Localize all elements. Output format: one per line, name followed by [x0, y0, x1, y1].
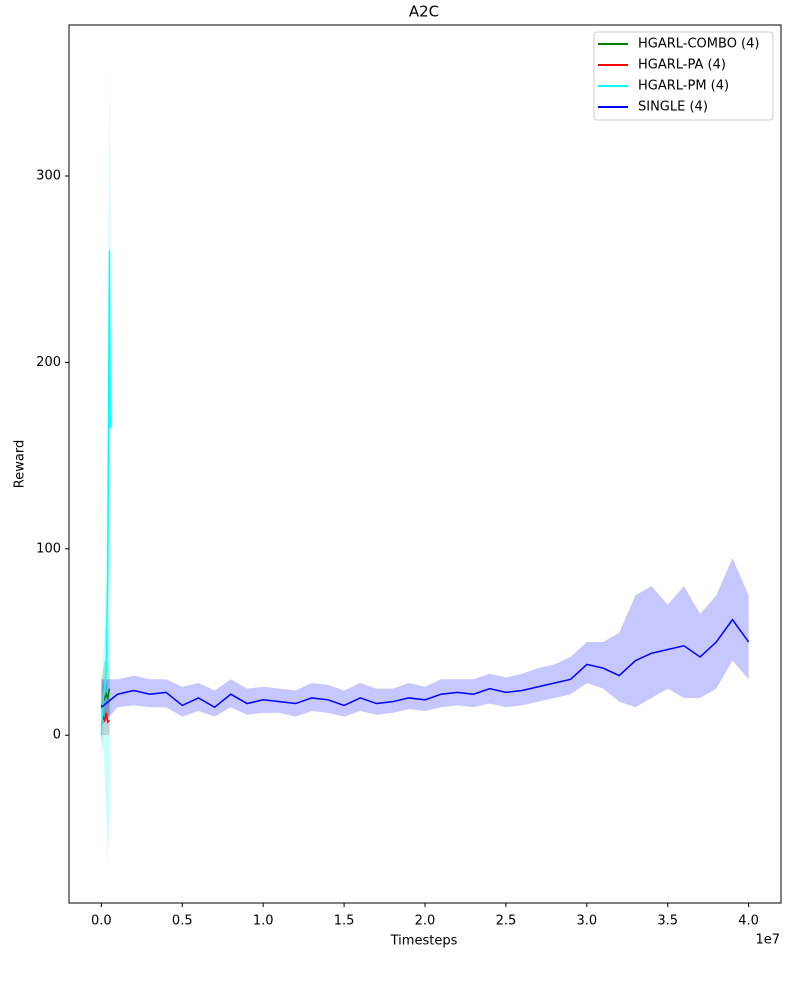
- legend-label: HGARL-COMBO (4): [638, 37, 759, 52]
- legend-label: HGARL-PA (4): [638, 58, 726, 73]
- y-tick-label: 200: [36, 355, 61, 370]
- line: [100, 618, 750, 709]
- y-tick-label: 300: [36, 168, 61, 183]
- line: [100, 250, 112, 736]
- band: [101, 558, 749, 726]
- y-tick-label: 0: [53, 728, 61, 743]
- legend-label: SINGLE (4): [638, 100, 708, 115]
- chart-title: A2C: [409, 3, 439, 21]
- x-tick-label: 2.0: [415, 914, 436, 929]
- x-tick-label: 0.5: [172, 914, 193, 929]
- x-tick-label: 2.5: [496, 914, 517, 929]
- band: [101, 67, 111, 862]
- x-axis-label: Timesteps: [390, 934, 458, 949]
- x-tick-label: 3.5: [657, 914, 678, 929]
- y-axis-label: Reward: [13, 440, 28, 488]
- x-tick-label: 4.0: [738, 914, 759, 929]
- y-tick-label: 100: [36, 541, 61, 556]
- plot-area: [100, 67, 750, 862]
- legend-label: HGARL-PM (4): [638, 79, 729, 94]
- legend: HGARL-COMBO (4) HGARL-PA (4) HGARL-PM (4) S…: [593, 31, 774, 121]
- x-offset-label: 1e7: [755, 933, 780, 948]
- x-tick-label: 3.0: [576, 914, 597, 929]
- x-tick-label: 1.5: [334, 914, 355, 929]
- x-tick-label: 0.0: [91, 914, 112, 929]
- band: [101, 660, 110, 726]
- legend-box: [593, 31, 774, 121]
- x-tick-label: 1.0: [253, 914, 274, 929]
